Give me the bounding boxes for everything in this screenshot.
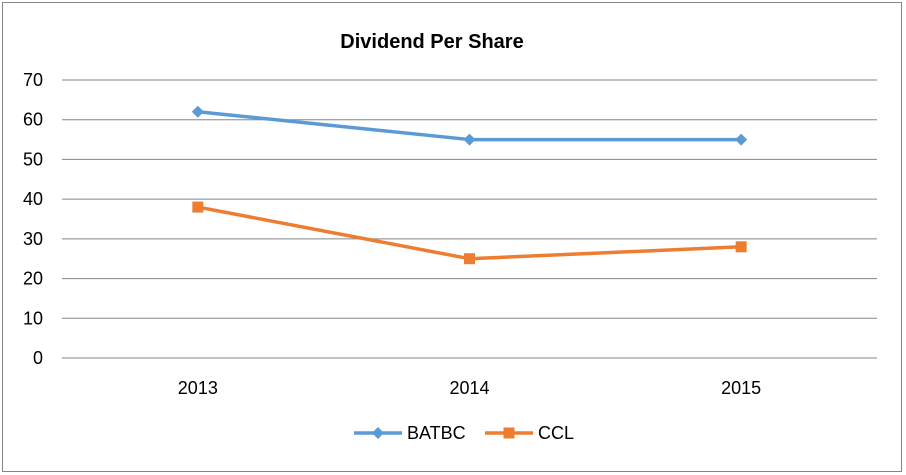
y-axis-ticks: 0 10 20 30 40 50 60 70 [23, 70, 43, 368]
data-point-ccl [192, 201, 204, 213]
x-axis-ticks: 2013 2014 2015 [178, 378, 761, 398]
data-point-batbc [735, 133, 748, 146]
gridlines [62, 79, 877, 359]
y-tick-label: 70 [23, 70, 43, 90]
chart-title: Dividend Per Share [340, 31, 523, 53]
legend: BATBC CCL [354, 423, 574, 443]
data-point-batbc [463, 133, 476, 146]
data-point-ccl [735, 241, 747, 253]
y-tick-label: 0 [33, 348, 43, 368]
y-tick-label: 20 [23, 269, 43, 289]
legend-label-ccl: CCL [538, 423, 574, 443]
series-line-ccl [197, 205, 742, 261]
x-tick-label: 2015 [721, 378, 761, 398]
y-tick-label: 40 [23, 189, 43, 209]
x-tick-label: 2014 [449, 378, 489, 398]
data-point-batbc [191, 105, 204, 118]
y-tick-label: 10 [23, 308, 43, 328]
y-tick-label: 60 [23, 110, 43, 130]
y-tick-label: 50 [23, 149, 43, 169]
y-tick-label: 30 [23, 229, 43, 249]
legend-marker-ccl [503, 427, 515, 439]
series-group [191, 105, 748, 265]
data-point-ccl [464, 253, 475, 265]
legend-label-batbc: BATBC [407, 423, 466, 443]
x-tick-label: 2013 [178, 378, 218, 398]
legend-marker-batbc [372, 427, 384, 439]
